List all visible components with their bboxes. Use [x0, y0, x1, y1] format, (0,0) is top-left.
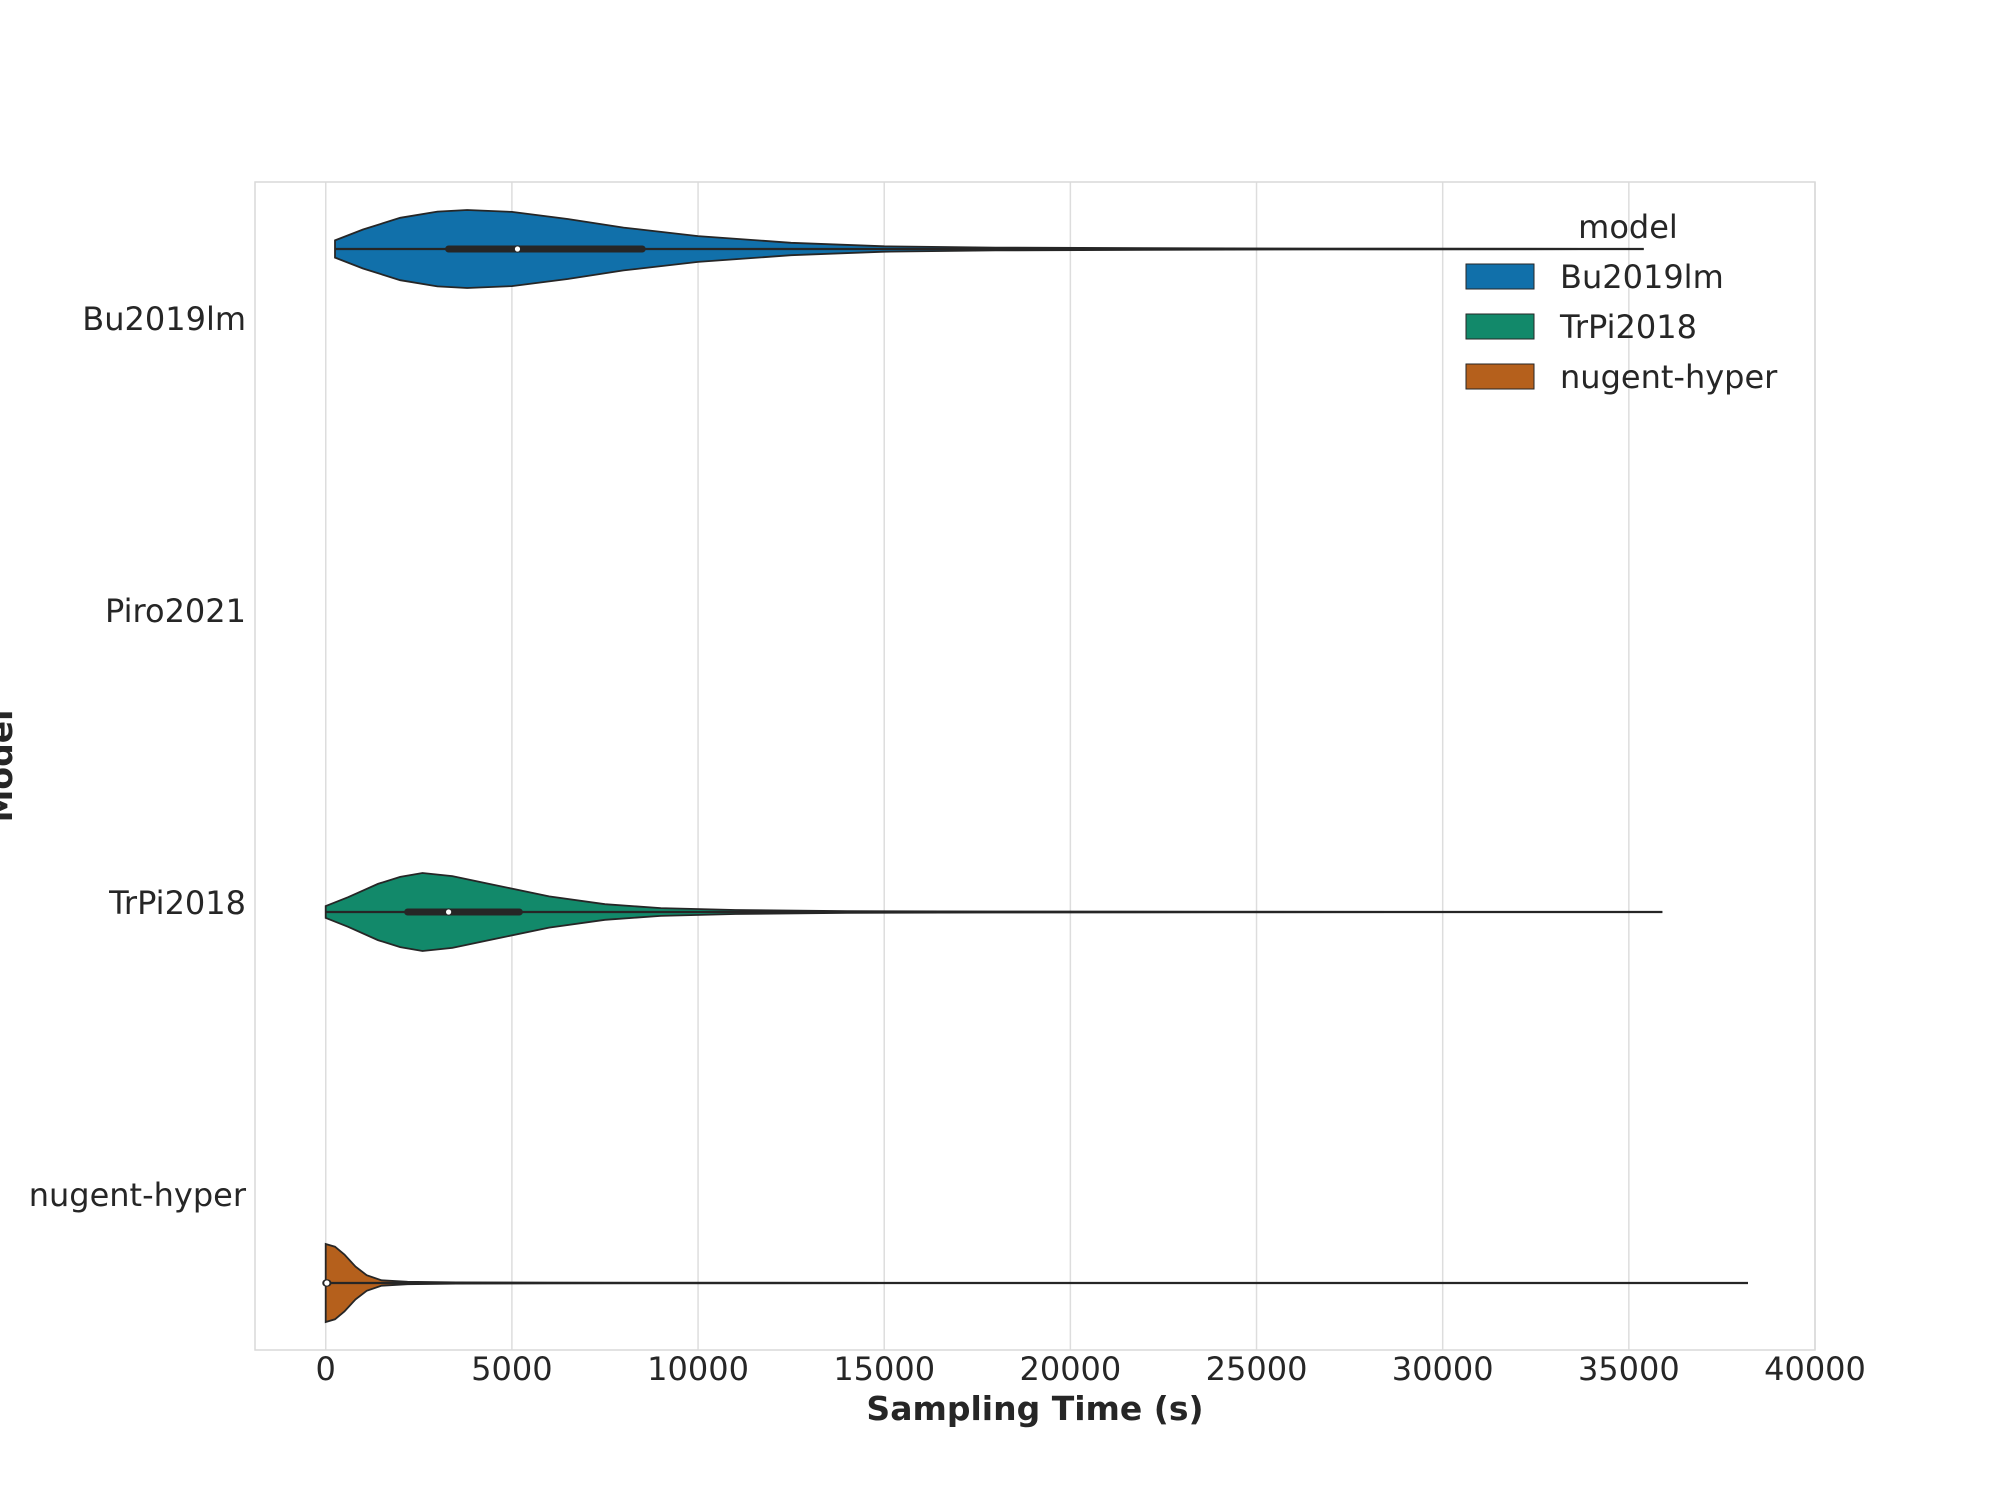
x-tick-label: 10000: [647, 1350, 749, 1388]
legend-entries: Bu2019lm TrPi2018 nugent-hyper: [1465, 258, 1778, 396]
median-point: [513, 245, 522, 253]
x-tick-label: 20000: [1019, 1350, 1121, 1388]
plot-area-frame: [254, 181, 1816, 1351]
legend-label: TrPi2018: [1559, 308, 1697, 346]
x-tick-label: 5000: [471, 1350, 552, 1388]
median-point: [323, 1279, 331, 1287]
x-axis-label: Sampling Time (s): [866, 1389, 1203, 1428]
legend-entry: Bu2019lm: [1465, 258, 1724, 296]
legend-swatch: [1465, 363, 1535, 390]
violin-TrPi2018: [324, 872, 1663, 952]
legend-entry: nugent-hyper: [1465, 358, 1778, 396]
legend: model Bu2019lm TrPi2018 nugent-hyper: [1465, 208, 1778, 396]
x-tick-label: 15000: [833, 1350, 935, 1388]
legend-label: nugent-hyper: [1560, 358, 1778, 396]
x-tick-label: 25000: [1206, 1350, 1308, 1388]
y-tick-label: nugent-hyper: [29, 1176, 247, 1214]
violins: [322, 209, 1748, 1324]
x-tick-labels: 0 5000 10000 15000 20000 25000 30000 35000 40000: [316, 1350, 1866, 1388]
x-tick-label: 35000: [1578, 1350, 1680, 1388]
y-tick-label: TrPi2018: [108, 884, 246, 922]
legend-entry: TrPi2018: [1465, 308, 1697, 346]
y-tick-label: Bu2019lm: [82, 300, 246, 338]
y-tick-labels: Bu2019lm Piro2021 TrPi2018 nugent-hyper: [29, 300, 247, 1214]
violin-Bu2019lm: [334, 209, 1644, 289]
y-axis-label: Model: [0, 710, 20, 823]
legend-title: model: [1578, 208, 1678, 246]
x-tick-label: 0: [316, 1350, 336, 1388]
y-tick-label: Piro2021: [105, 592, 246, 630]
median-point: [444, 908, 453, 916]
legend-swatch: [1465, 313, 1535, 340]
legend-label: Bu2019lm: [1560, 258, 1724, 296]
violin-nugent-hyper: [322, 1242, 1748, 1324]
legend-swatch: [1465, 263, 1535, 290]
x-tick-label: 30000: [1392, 1350, 1494, 1388]
x-tick-label: 40000: [1764, 1350, 1866, 1388]
